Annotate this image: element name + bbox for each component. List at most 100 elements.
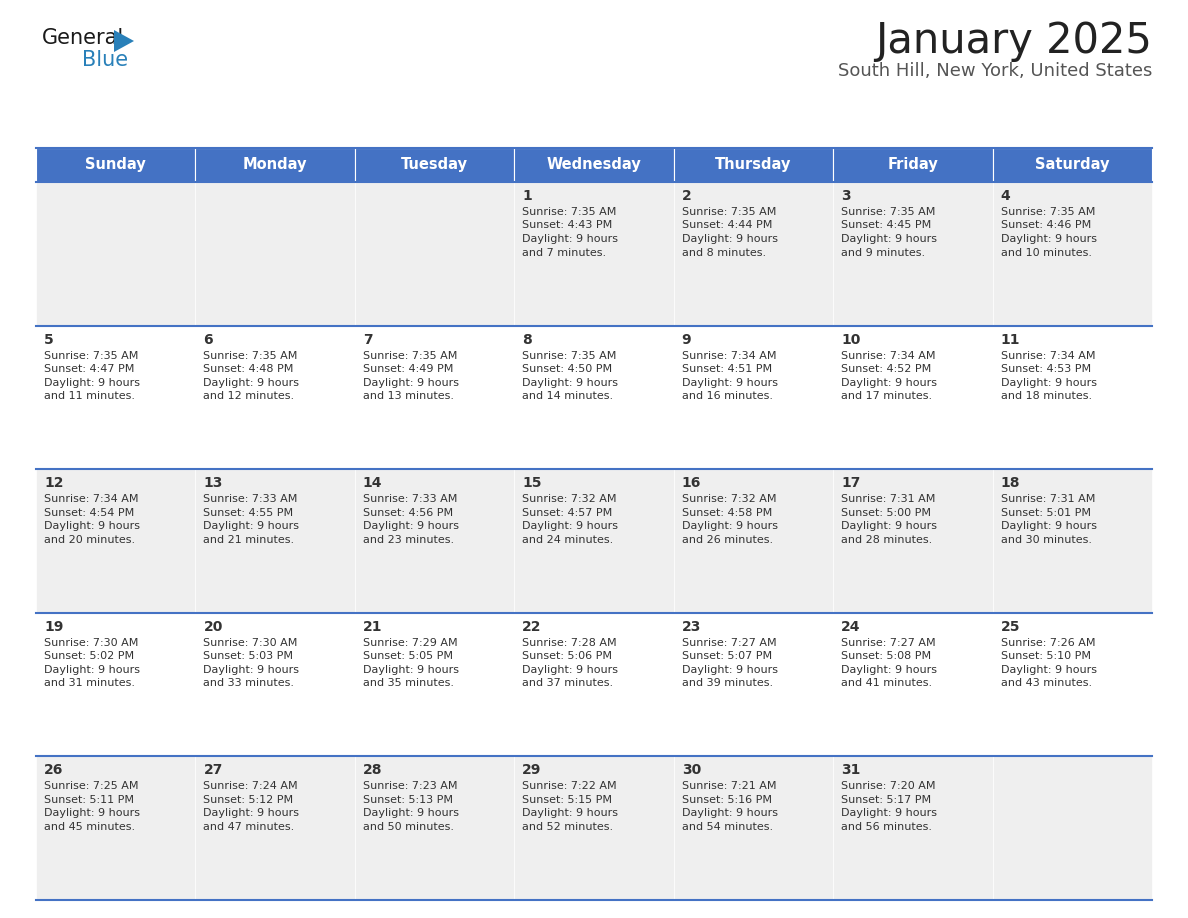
Text: 20: 20 xyxy=(203,620,223,633)
Text: Daylight: 9 hours: Daylight: 9 hours xyxy=(44,665,140,675)
Text: Sunrise: 7:22 AM: Sunrise: 7:22 AM xyxy=(523,781,617,791)
Text: Daylight: 9 hours: Daylight: 9 hours xyxy=(362,809,459,819)
Text: 2: 2 xyxy=(682,189,691,203)
Text: and 8 minutes.: and 8 minutes. xyxy=(682,248,766,258)
Text: Sunrise: 7:34 AM: Sunrise: 7:34 AM xyxy=(682,351,776,361)
Text: Sunset: 4:54 PM: Sunset: 4:54 PM xyxy=(44,508,134,518)
Text: and 20 minutes.: and 20 minutes. xyxy=(44,534,135,544)
Text: 27: 27 xyxy=(203,764,223,778)
Text: 28: 28 xyxy=(362,764,383,778)
Text: and 7 minutes.: and 7 minutes. xyxy=(523,248,606,258)
Bar xyxy=(992,756,1152,900)
Text: 25: 25 xyxy=(1000,620,1020,633)
Text: and 18 minutes.: and 18 minutes. xyxy=(1000,391,1092,401)
Bar xyxy=(992,469,1152,613)
Text: Sunset: 5:01 PM: Sunset: 5:01 PM xyxy=(1000,508,1091,518)
Text: 24: 24 xyxy=(841,620,860,633)
Text: and 12 minutes.: and 12 minutes. xyxy=(203,391,295,401)
Text: Sunset: 5:12 PM: Sunset: 5:12 PM xyxy=(203,795,293,805)
Bar xyxy=(833,148,992,182)
Bar xyxy=(514,326,674,469)
Text: and 54 minutes.: and 54 minutes. xyxy=(682,822,773,832)
Text: 21: 21 xyxy=(362,620,383,633)
Text: 18: 18 xyxy=(1000,476,1020,490)
Text: Sunrise: 7:25 AM: Sunrise: 7:25 AM xyxy=(44,781,139,791)
Text: Friday: Friday xyxy=(887,158,939,173)
Text: 22: 22 xyxy=(523,620,542,633)
Text: Sunrise: 7:35 AM: Sunrise: 7:35 AM xyxy=(841,207,935,217)
Text: Sunset: 4:44 PM: Sunset: 4:44 PM xyxy=(682,220,772,230)
Text: Sunrise: 7:34 AM: Sunrise: 7:34 AM xyxy=(841,351,936,361)
Text: 11: 11 xyxy=(1000,332,1020,347)
Text: Daylight: 9 hours: Daylight: 9 hours xyxy=(203,521,299,532)
Text: and 39 minutes.: and 39 minutes. xyxy=(682,678,773,688)
Text: Daylight: 9 hours: Daylight: 9 hours xyxy=(362,521,459,532)
Text: Daylight: 9 hours: Daylight: 9 hours xyxy=(1000,234,1097,244)
Bar xyxy=(514,148,674,182)
Text: and 31 minutes.: and 31 minutes. xyxy=(44,678,135,688)
Bar xyxy=(674,469,833,613)
Bar xyxy=(196,326,355,469)
Text: 26: 26 xyxy=(44,764,63,778)
Text: Daylight: 9 hours: Daylight: 9 hours xyxy=(523,521,618,532)
Text: Daylight: 9 hours: Daylight: 9 hours xyxy=(203,665,299,675)
Text: Daylight: 9 hours: Daylight: 9 hours xyxy=(203,377,299,387)
Bar xyxy=(833,469,992,613)
Bar xyxy=(196,182,355,326)
Text: 3: 3 xyxy=(841,189,851,203)
Text: Daylight: 9 hours: Daylight: 9 hours xyxy=(44,521,140,532)
Text: and 30 minutes.: and 30 minutes. xyxy=(1000,534,1092,544)
Text: Sunset: 5:13 PM: Sunset: 5:13 PM xyxy=(362,795,453,805)
Text: and 33 minutes.: and 33 minutes. xyxy=(203,678,295,688)
Text: Daylight: 9 hours: Daylight: 9 hours xyxy=(682,521,778,532)
Text: 7: 7 xyxy=(362,332,373,347)
Bar xyxy=(514,613,674,756)
Text: Sunset: 4:43 PM: Sunset: 4:43 PM xyxy=(523,220,613,230)
Bar xyxy=(36,148,196,182)
Text: 16: 16 xyxy=(682,476,701,490)
Bar xyxy=(833,326,992,469)
Text: Daylight: 9 hours: Daylight: 9 hours xyxy=(523,665,618,675)
Text: Sunrise: 7:34 AM: Sunrise: 7:34 AM xyxy=(1000,351,1095,361)
Bar xyxy=(833,182,992,326)
Text: Sunset: 5:07 PM: Sunset: 5:07 PM xyxy=(682,651,772,661)
Text: Sunset: 5:15 PM: Sunset: 5:15 PM xyxy=(523,795,612,805)
Text: Sunset: 4:48 PM: Sunset: 4:48 PM xyxy=(203,364,293,375)
Text: 12: 12 xyxy=(44,476,63,490)
Text: Sunrise: 7:27 AM: Sunrise: 7:27 AM xyxy=(841,638,936,648)
Text: Sunrise: 7:35 AM: Sunrise: 7:35 AM xyxy=(523,351,617,361)
Text: Sunrise: 7:24 AM: Sunrise: 7:24 AM xyxy=(203,781,298,791)
Text: Sunrise: 7:31 AM: Sunrise: 7:31 AM xyxy=(841,494,935,504)
Text: Sunday: Sunday xyxy=(86,158,146,173)
Text: Daylight: 9 hours: Daylight: 9 hours xyxy=(841,377,937,387)
Text: Sunrise: 7:23 AM: Sunrise: 7:23 AM xyxy=(362,781,457,791)
Text: Sunrise: 7:35 AM: Sunrise: 7:35 AM xyxy=(1000,207,1095,217)
Text: Sunset: 4:52 PM: Sunset: 4:52 PM xyxy=(841,364,931,375)
Bar xyxy=(674,613,833,756)
Text: Sunrise: 7:28 AM: Sunrise: 7:28 AM xyxy=(523,638,617,648)
Text: Daylight: 9 hours: Daylight: 9 hours xyxy=(1000,377,1097,387)
Text: Daylight: 9 hours: Daylight: 9 hours xyxy=(682,377,778,387)
Text: 13: 13 xyxy=(203,476,223,490)
Text: Sunrise: 7:35 AM: Sunrise: 7:35 AM xyxy=(203,351,298,361)
Text: Daylight: 9 hours: Daylight: 9 hours xyxy=(1000,665,1097,675)
Text: Sunrise: 7:27 AM: Sunrise: 7:27 AM xyxy=(682,638,776,648)
Text: Daylight: 9 hours: Daylight: 9 hours xyxy=(682,809,778,819)
Text: Sunset: 5:06 PM: Sunset: 5:06 PM xyxy=(523,651,612,661)
Bar xyxy=(992,148,1152,182)
Text: 9: 9 xyxy=(682,332,691,347)
Text: Daylight: 9 hours: Daylight: 9 hours xyxy=(523,809,618,819)
Text: 17: 17 xyxy=(841,476,860,490)
Text: Sunrise: 7:35 AM: Sunrise: 7:35 AM xyxy=(682,207,776,217)
Text: General: General xyxy=(42,28,125,48)
Text: Sunrise: 7:29 AM: Sunrise: 7:29 AM xyxy=(362,638,457,648)
Text: Sunset: 5:02 PM: Sunset: 5:02 PM xyxy=(44,651,134,661)
Text: Sunset: 5:03 PM: Sunset: 5:03 PM xyxy=(203,651,293,661)
Text: and 26 minutes.: and 26 minutes. xyxy=(682,534,773,544)
Text: and 9 minutes.: and 9 minutes. xyxy=(841,248,925,258)
Text: 4: 4 xyxy=(1000,189,1010,203)
Text: Blue: Blue xyxy=(82,50,128,70)
Text: and 52 minutes.: and 52 minutes. xyxy=(523,822,613,832)
Text: Daylight: 9 hours: Daylight: 9 hours xyxy=(1000,521,1097,532)
Bar xyxy=(833,613,992,756)
